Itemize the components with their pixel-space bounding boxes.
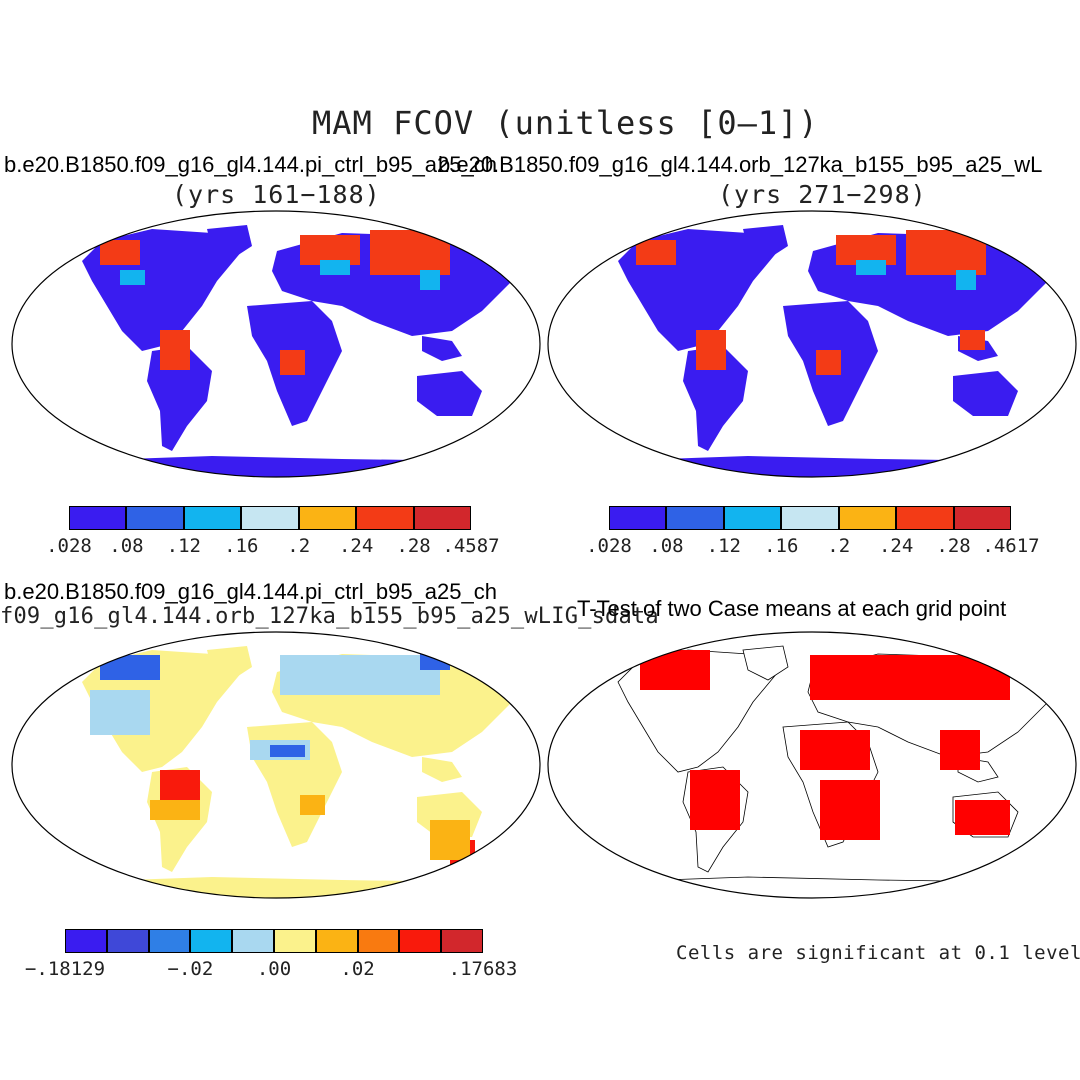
colorbar-top-left	[69, 506, 471, 530]
colorbar-label: .24	[338, 535, 374, 557]
colorbar-segment	[399, 929, 442, 953]
map-bottom-left	[11, 631, 541, 899]
map-bottom-right	[547, 631, 1077, 899]
bottom-left-case-b: f09_g16_gl4.144.orb_127ka_b155_b95_a25_w…	[0, 604, 659, 629]
significance-note: Cells are significant at 0.1 level	[676, 942, 1080, 964]
colorbar-label: .2	[827, 535, 851, 557]
colorbar-segment	[183, 506, 242, 530]
ttest-title: T-Test of two Case means at each grid po…	[577, 596, 1007, 621]
colorbar-label: .12	[706, 535, 742, 557]
top-right-case-title: b.e20.B1850.f09_g16_gl4.144.orb_127ka_b1…	[438, 152, 1043, 177]
colorbar-segment	[241, 506, 299, 530]
colorbar-label: .4617	[982, 535, 1040, 557]
colorbar-label: .24	[878, 535, 914, 557]
top-left-years: (yrs 161−188)	[172, 180, 381, 209]
colorbar-label: −.02	[167, 958, 214, 980]
colorbar-label: .28	[396, 535, 431, 557]
colorbar-label: .028	[46, 535, 92, 557]
colorbar-label: .028	[586, 535, 632, 557]
colorbar-label: .16	[224, 535, 259, 557]
colorbar-segment	[609, 506, 667, 530]
colorbar-label: .12	[166, 535, 202, 557]
map-top-right	[547, 210, 1077, 478]
colorbar-label: .02	[340, 958, 375, 980]
colorbar-segment	[953, 506, 1011, 530]
colorbar-segment	[413, 506, 471, 530]
colorbar-label: .00	[256, 958, 292, 980]
colorbar-label: .08	[109, 535, 144, 557]
colorbar-segment	[357, 929, 400, 953]
colorbar-segment	[356, 506, 414, 530]
top-right-years: (yrs 271−298)	[718, 180, 927, 209]
colorbar-segment	[441, 929, 483, 953]
top-left-case-title: b.e20.B1850.f09_g16_gl4.144.pi_ctrl_b95_…	[4, 152, 497, 177]
colorbar-segment	[232, 929, 274, 953]
colorbar-top-right	[609, 506, 1011, 530]
colorbar-segment	[896, 506, 954, 530]
colorbar-bottom-left	[65, 929, 483, 953]
colorbar-label: .16	[764, 535, 799, 557]
colorbar-segment	[190, 929, 233, 953]
colorbar-segment	[69, 506, 127, 530]
colorbar-segment	[106, 929, 149, 953]
colorbar-segment	[315, 929, 358, 953]
colorbar-label: .08	[649, 535, 684, 557]
colorbar-label: .28	[936, 535, 971, 557]
colorbar-segment	[781, 506, 839, 530]
colorbar-segment	[298, 506, 357, 530]
colorbar-segment	[274, 929, 316, 953]
colorbar-segment	[666, 506, 724, 530]
main-title: MAM FCOV (unitless [0–1])	[312, 104, 819, 142]
colorbar-segment	[65, 929, 107, 953]
bottom-left-case-a: b.e20.B1850.f09_g16_gl4.144.pi_ctrl_b95_…	[4, 579, 497, 604]
colorbar-label: −.18129	[24, 958, 106, 980]
colorbar-label: .17683	[448, 958, 518, 980]
colorbar-label: .4587	[442, 535, 500, 557]
colorbar-segment	[838, 506, 897, 530]
map-top-left	[11, 210, 541, 478]
colorbar-segment	[126, 506, 184, 530]
colorbar-segment	[148, 929, 191, 953]
colorbar-label: .2	[287, 535, 311, 557]
colorbar-segment	[723, 506, 782, 530]
